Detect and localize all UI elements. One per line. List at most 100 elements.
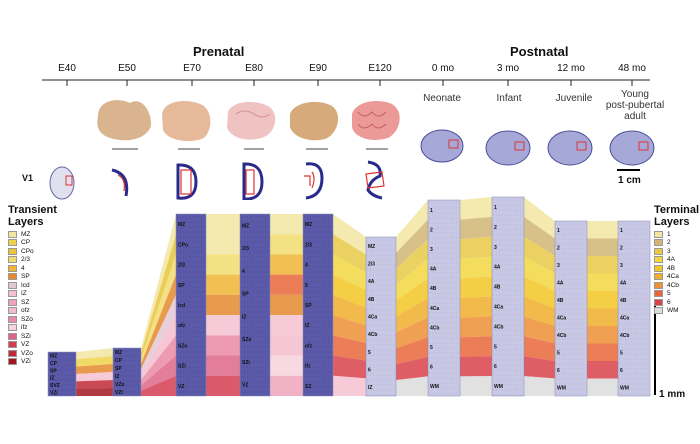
scale-cm-label: 1 cm xyxy=(618,175,641,186)
slice-layer-label: 5 xyxy=(305,283,308,289)
layer-band xyxy=(270,294,303,316)
slice-layer-label: 3 xyxy=(430,247,433,253)
coronal-section-0mo-icon xyxy=(420,129,464,163)
layer-band xyxy=(270,214,303,235)
terminal-legend-item: 2 xyxy=(654,239,699,248)
legend-swatch xyxy=(8,307,17,315)
legend-label: 3 xyxy=(667,247,671,255)
legend-swatch xyxy=(8,358,17,366)
layer-band xyxy=(76,356,113,367)
tissue-slices xyxy=(47,196,651,397)
layer-band xyxy=(396,298,428,333)
slice-layer-label: 4B xyxy=(368,297,375,303)
slice-e120 xyxy=(365,236,397,397)
layer-band xyxy=(333,274,366,308)
slice-layer-label: SVZ xyxy=(50,383,60,389)
layer-band xyxy=(206,355,240,376)
legend-label: 2 xyxy=(667,239,671,247)
layer-band xyxy=(396,278,428,317)
layer-band xyxy=(587,221,618,239)
layer-band xyxy=(460,296,492,318)
brain-e50-icon xyxy=(97,100,152,150)
layer-band xyxy=(206,214,240,235)
slice-layer-label: VZi xyxy=(115,390,123,396)
layer-band xyxy=(333,315,366,343)
layer-band xyxy=(460,316,492,338)
legend-swatch xyxy=(8,264,17,272)
v1-label: V1 xyxy=(22,173,34,183)
transient-legend-item: 2/3 xyxy=(8,256,57,265)
terminal-legend-item: 4B xyxy=(654,264,699,273)
slice-e90 xyxy=(302,213,334,397)
layer-band xyxy=(333,294,366,326)
prenatal-header: Prenatal xyxy=(193,44,245,59)
legend-swatch xyxy=(8,298,17,306)
layer-band xyxy=(524,236,555,274)
layer-band xyxy=(206,375,240,396)
slice-layer-label: 4A xyxy=(368,279,375,285)
layer-band xyxy=(141,254,176,364)
slice-layer-label: SZi xyxy=(242,360,250,366)
slice-layer-label: 6 xyxy=(368,368,371,374)
legend-label: SZ xyxy=(21,298,30,306)
slice-layer-label: 4A xyxy=(620,280,627,286)
layer-band xyxy=(524,256,555,291)
legend-label: SZo xyxy=(21,315,33,323)
slice-layer-label: SZo xyxy=(178,343,187,349)
brain-images xyxy=(49,100,655,200)
timepoint-label: 3 mo xyxy=(496,63,520,74)
transient-legend-item: VZ xyxy=(8,341,57,350)
timepoint-label: 0 mo xyxy=(431,63,455,74)
layer-band xyxy=(141,355,176,391)
transient-legend-item: MZ xyxy=(8,230,57,239)
layer-band xyxy=(396,376,428,396)
layer-band xyxy=(270,274,303,295)
slice-layer-label: 1 xyxy=(430,208,433,214)
terminal-legend-item: 4Ca xyxy=(654,273,699,282)
slice-layer-label: MZ xyxy=(242,223,249,229)
legend-label: 4Cb xyxy=(667,281,679,289)
layer-band xyxy=(141,375,176,396)
v1-section-e90-icon xyxy=(304,162,324,200)
legend-label: VZ xyxy=(21,341,30,349)
slice-layer-label: 4B xyxy=(620,298,627,304)
slice-layer-label: IZ xyxy=(242,314,246,320)
v1-section-e50-icon xyxy=(111,168,129,197)
legend-label: VZi xyxy=(21,358,31,366)
slice-layer-label: 6 xyxy=(557,368,560,374)
layer-band xyxy=(141,315,176,380)
layer-band xyxy=(76,348,113,360)
legend-label: ifz xyxy=(21,324,28,332)
transient-legend-item: VZi xyxy=(8,358,57,367)
legend-swatch xyxy=(654,273,663,281)
coronal-section-3mo-icon xyxy=(485,130,531,166)
transient-legend-item: SP xyxy=(8,273,57,282)
legend-label: VZo xyxy=(21,349,33,357)
slice-layer-label: Icd xyxy=(178,303,185,309)
layer-band xyxy=(587,343,618,361)
slice-layer-label: VZ xyxy=(242,383,248,389)
slice-layer-label: SZo xyxy=(242,337,251,343)
slice-layer-label: 4Ca xyxy=(620,315,629,321)
legend-swatch xyxy=(654,239,663,247)
slice-layer-label: 2 xyxy=(620,245,623,251)
layer-band xyxy=(76,388,113,396)
layer-band xyxy=(141,294,176,375)
v1-section-e70-icon xyxy=(176,163,198,200)
slice-e80 xyxy=(239,213,271,397)
layer-band xyxy=(206,254,240,275)
slice-layer-label: SZ xyxy=(305,384,311,390)
slice-layer-label: 4Ca xyxy=(557,315,566,321)
slice-layer-label: 4A xyxy=(430,267,437,273)
layer-band xyxy=(76,372,113,382)
slice-layer-label: WM xyxy=(557,385,566,391)
layer-band xyxy=(524,376,555,396)
legend-swatch xyxy=(654,230,663,238)
stage-juvenile: Juvenile xyxy=(555,93,593,104)
slice-layer-label: 4 xyxy=(305,263,308,269)
layer-band xyxy=(76,380,113,389)
layer-band xyxy=(141,234,176,359)
slice-e70 xyxy=(175,213,207,397)
layer-band xyxy=(333,234,366,273)
slice-layer-label: 3 xyxy=(620,263,623,269)
